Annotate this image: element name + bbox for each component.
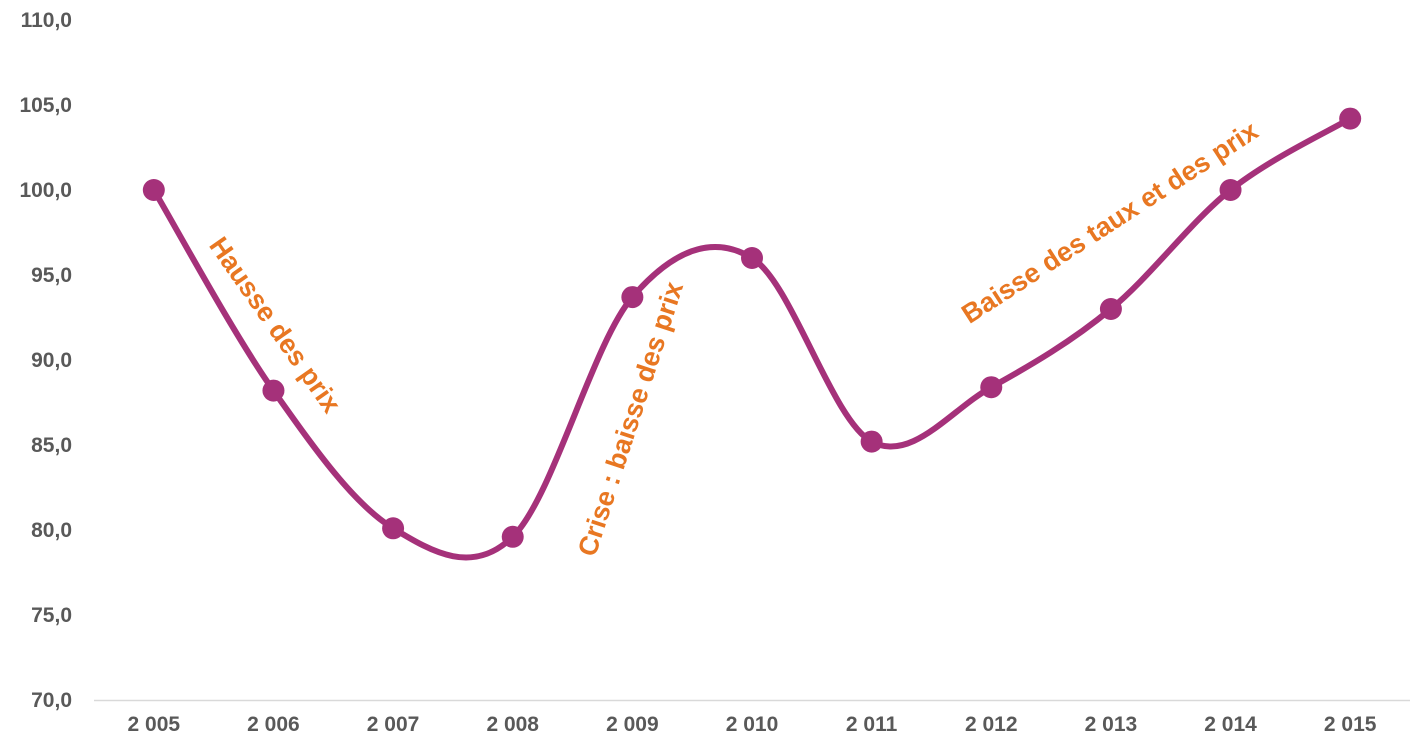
y-tick-label: 95,0	[31, 264, 72, 287]
y-tick-label: 110,0	[21, 9, 72, 32]
x-tick-label: 2 006	[247, 713, 300, 736]
y-tick-label: 70,0	[31, 689, 72, 712]
y-tick-label: 85,0	[31, 434, 72, 457]
data-point	[262, 379, 285, 402]
data-point	[142, 179, 165, 201]
data-point-markers	[142, 107, 1362, 548]
y-tick-label: 75,0	[31, 604, 72, 627]
data-point	[501, 525, 524, 548]
data-point	[382, 517, 405, 540]
x-tick-label: 2 009	[606, 713, 659, 736]
data-point	[1219, 179, 1242, 201]
data-point	[621, 286, 644, 309]
series-line	[150, 115, 1354, 561]
x-tick-label: 2 012	[965, 713, 1018, 736]
x-tick-label: 2 005	[128, 713, 181, 736]
y-tick-label: 100,0	[19, 179, 72, 202]
data-point	[860, 430, 883, 453]
x-axis-labels: 2 005 2 006 2 007 2 008 2 009 2 010 2 011 2 012…	[128, 713, 1377, 736]
x-tick-label: 2 010	[726, 713, 779, 736]
data-point	[980, 376, 1003, 399]
x-tick-label: 2 008	[486, 713, 539, 736]
x-tick-label: 2 014	[1204, 713, 1257, 736]
data-point	[1099, 298, 1122, 320]
y-tick-label: 90,0	[31, 349, 72, 372]
annotation-label: Crise : baisse des prix	[572, 278, 689, 560]
y-tick-label: 105,0	[19, 94, 72, 117]
annotation-label: Baisse des taux et des prix	[956, 115, 1263, 329]
x-tick-label: 2 007	[367, 713, 420, 736]
data-point	[741, 247, 763, 269]
x-tick-label: 2 013	[1085, 713, 1138, 736]
y-tick-label: 80,0	[31, 519, 72, 542]
chart-annotations: Hausse des prix Crise : baisse des prixBa…	[203, 115, 1263, 559]
x-tick-label: 2 011	[846, 713, 898, 736]
y-axis-labels: 70,0 75,0 80,0 85,0 90,0 95,0 100,0 105,0 110,0	[19, 9, 72, 712]
x-tick-label: 2 015	[1324, 713, 1377, 736]
data-point	[1339, 107, 1362, 130]
